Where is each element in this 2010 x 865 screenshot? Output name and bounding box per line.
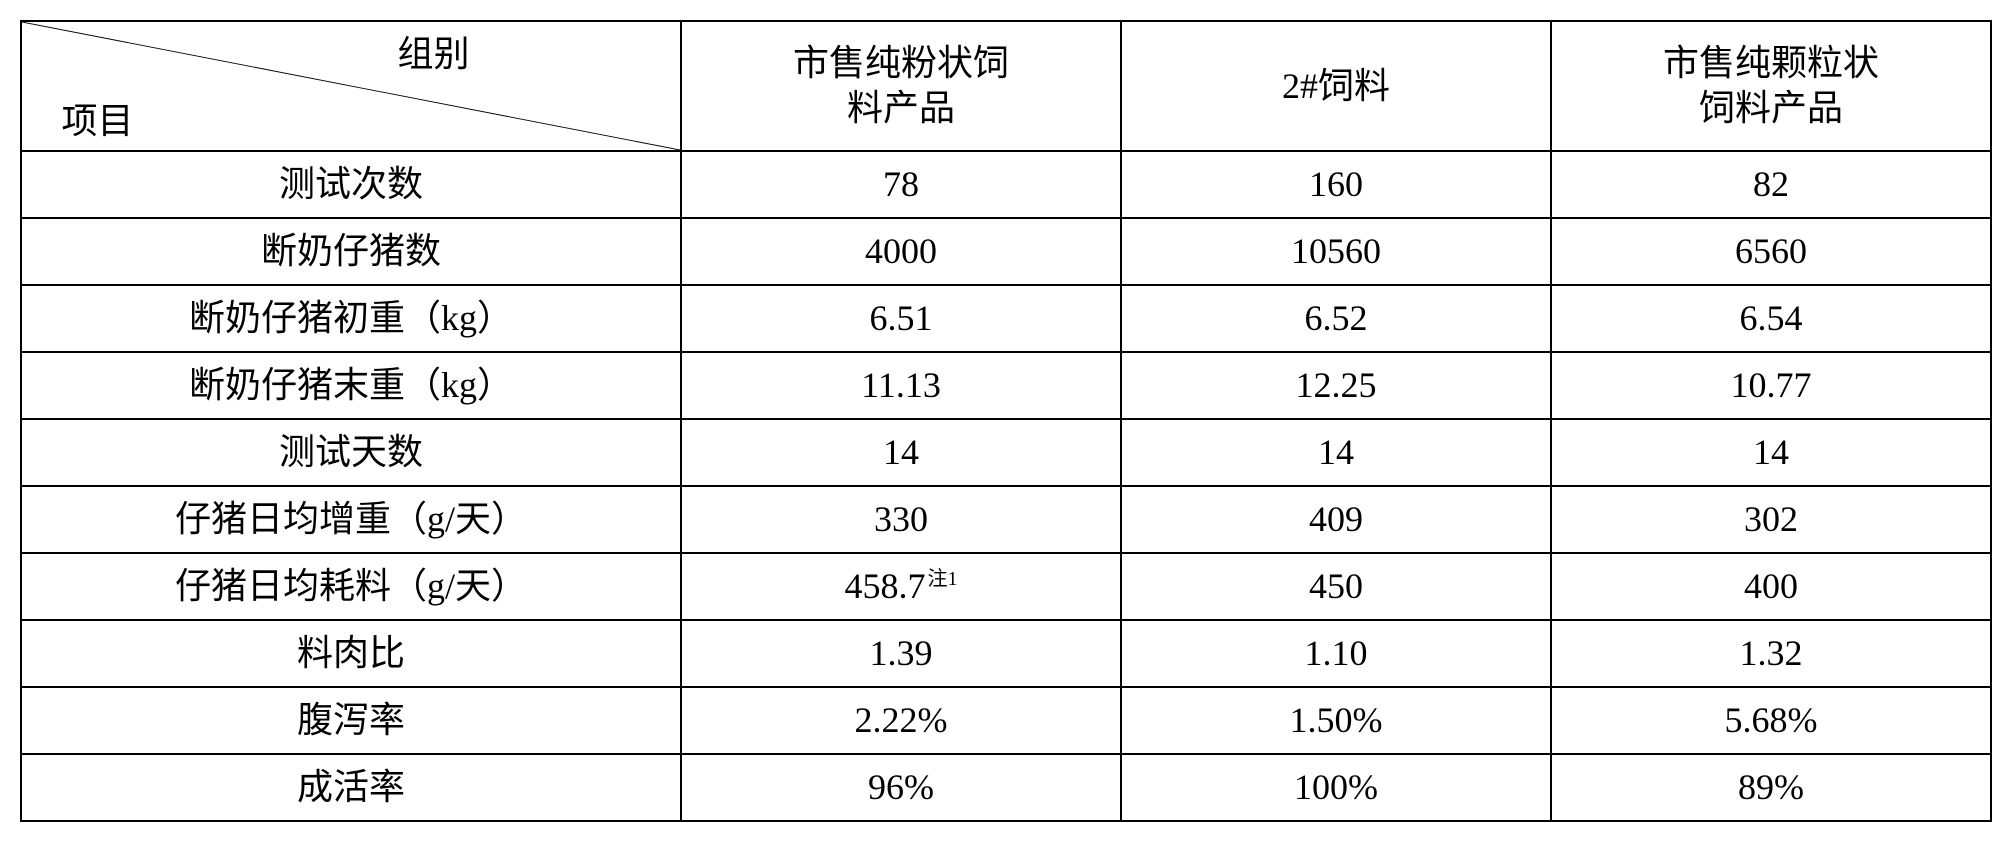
column-header: 市售纯颗粒状饲料产品 (1551, 21, 1991, 151)
table-row: 料肉比1.391.101.32 (21, 620, 1991, 687)
cell-value: 330 (681, 486, 1121, 553)
cell-value: 409 (1121, 486, 1551, 553)
table-row: 仔猪日均增重（g/天）330409302 (21, 486, 1991, 553)
table-body: 组别项目市售纯粉状饲料产品2#饲料市售纯颗粒状饲料产品测试次数7816082断奶… (21, 21, 1991, 821)
cell-value: 2.22% (681, 687, 1121, 754)
row-label: 测试次数 (21, 151, 681, 218)
cell-value: 14 (1121, 419, 1551, 486)
table-row: 断奶仔猪初重（kg）6.516.526.54 (21, 285, 1991, 352)
cell-value: 6.52 (1121, 285, 1551, 352)
row-label: 料肉比 (21, 620, 681, 687)
row-label: 断奶仔猪初重（kg） (21, 285, 681, 352)
row-label: 腹泻率 (21, 687, 681, 754)
cell-value: 6.51 (681, 285, 1121, 352)
cell-value: 458.7注1 (681, 553, 1121, 620)
cell-value: 4000 (681, 218, 1121, 285)
table-row: 测试次数7816082 (21, 151, 1991, 218)
cell-value: 10.77 (1551, 352, 1991, 419)
row-label: 仔猪日均增重（g/天） (21, 486, 681, 553)
cell-value: 6.54 (1551, 285, 1991, 352)
cell-value: 302 (1551, 486, 1991, 553)
table-row: 腹泻率2.22%1.50%5.68% (21, 687, 1991, 754)
row-label: 测试天数 (21, 419, 681, 486)
feed-comparison-table: 组别项目市售纯粉状饲料产品2#饲料市售纯颗粒状饲料产品测试次数7816082断奶… (20, 20, 1992, 822)
cell-value: 10560 (1121, 218, 1551, 285)
row-label: 仔猪日均耗料（g/天） (21, 553, 681, 620)
cell-value: 78 (681, 151, 1121, 218)
cell-value: 1.50% (1121, 687, 1551, 754)
cell-value: 400 (1551, 553, 1991, 620)
table-row: 断奶仔猪数4000105606560 (21, 218, 1991, 285)
table-header-row: 组别项目市售纯粉状饲料产品2#饲料市售纯颗粒状饲料产品 (21, 21, 1991, 151)
cell-value: 14 (681, 419, 1121, 486)
cell-value: 450 (1121, 553, 1551, 620)
cell-value: 12.25 (1121, 352, 1551, 419)
cell-value: 100% (1121, 754, 1551, 821)
column-header: 市售纯粉状饲料产品 (681, 21, 1121, 151)
column-header: 2#饲料 (1121, 21, 1551, 151)
table-row: 仔猪日均耗料（g/天）458.7注1450400 (21, 553, 1991, 620)
corner-cell: 组别项目 (21, 21, 681, 151)
footnote-marker: 注1 (928, 568, 958, 590)
row-label: 断奶仔猪数 (21, 218, 681, 285)
cell-value: 1.10 (1121, 620, 1551, 687)
row-label: 成活率 (21, 754, 681, 821)
cell-value: 6560 (1551, 218, 1991, 285)
corner-bottom-label: 项目 (61, 99, 133, 144)
cell-value: 160 (1121, 151, 1551, 218)
cell-value: 96% (681, 754, 1121, 821)
table-row: 测试天数141414 (21, 419, 1991, 486)
cell-value: 14 (1551, 419, 1991, 486)
cell-value: 5.68% (1551, 687, 1991, 754)
corner-top-label: 组别 (397, 32, 469, 77)
cell-value: 1.32 (1551, 620, 1991, 687)
cell-value: 11.13 (681, 352, 1121, 419)
table-row: 成活率96%100%89% (21, 754, 1991, 821)
table-row: 断奶仔猪末重（kg）11.1312.2510.77 (21, 352, 1991, 419)
cell-value: 89% (1551, 754, 1991, 821)
cell-value: 82 (1551, 151, 1991, 218)
row-label: 断奶仔猪末重（kg） (21, 352, 681, 419)
cell-value: 1.39 (681, 620, 1121, 687)
